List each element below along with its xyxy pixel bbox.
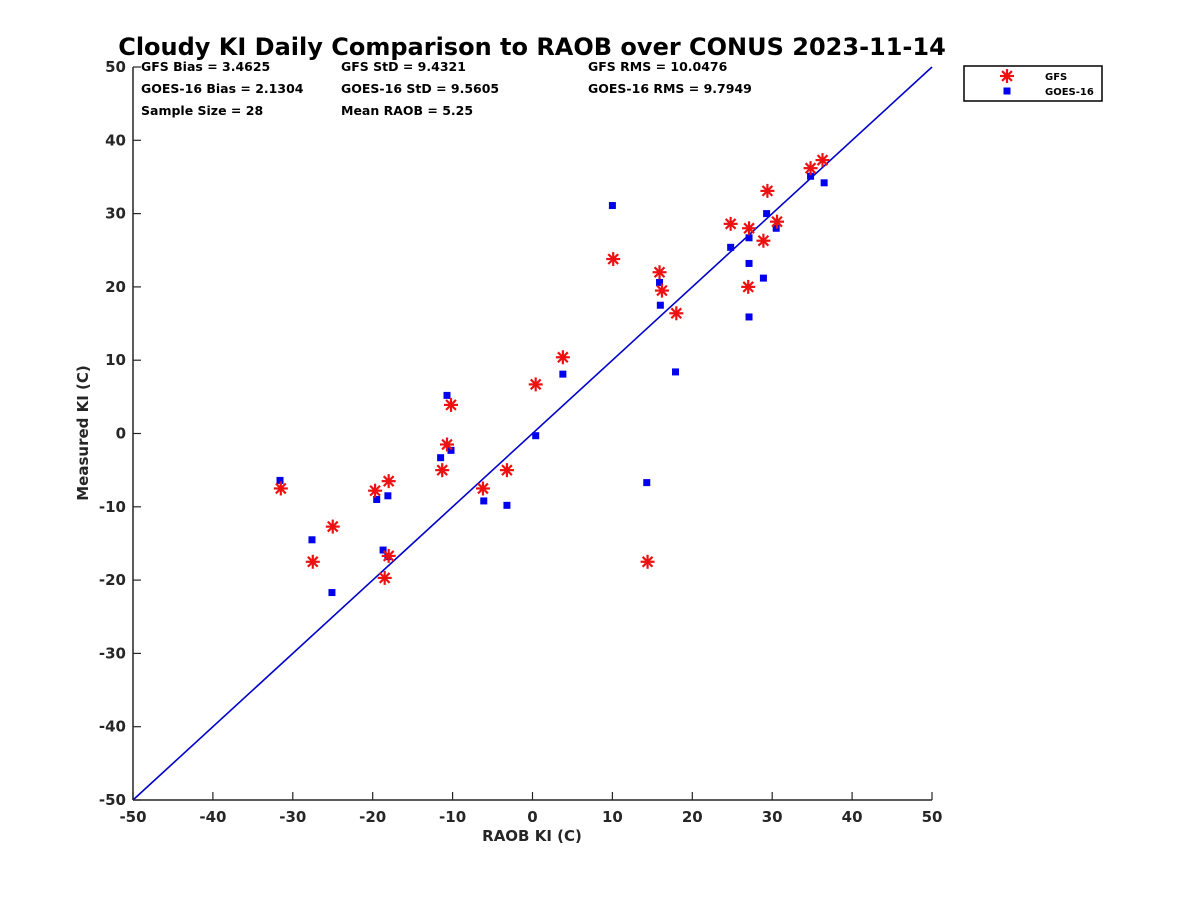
gfs-point	[769, 214, 784, 229]
y-tick-label: 30	[105, 205, 126, 223]
data-points-layer	[273, 153, 830, 597]
goes16-point	[480, 497, 488, 505]
goes16-point	[807, 172, 815, 180]
gfs-point	[528, 377, 543, 392]
y-tick-label: -10	[99, 498, 126, 516]
legend-label: GOES-16	[1045, 87, 1094, 98]
y-tick-label: 0	[116, 425, 126, 443]
goes16-point	[384, 492, 392, 500]
y-axis-ticks: -50 -40 -30 -20 -10 0 10 20 30 40 50	[99, 58, 141, 809]
gfs-point	[555, 350, 570, 365]
gfs-point	[475, 481, 490, 496]
x-axis-label: RAOB KI (C)	[482, 827, 582, 845]
y-tick-label: -40	[99, 718, 126, 736]
x-tick-label: -50	[119, 808, 146, 826]
y-tick-label: -20	[99, 571, 126, 589]
goes16-point	[532, 432, 540, 440]
goes16-point	[763, 210, 771, 218]
gfs-point	[325, 519, 340, 534]
stat-text: GOES-16 Bias = 2.1304	[141, 81, 304, 96]
goes16-point	[559, 370, 567, 378]
x-tick-label: 0	[527, 808, 537, 826]
chart-title: Cloudy KI Daily Comparison to RAOB over …	[118, 33, 946, 61]
goes16-point	[373, 495, 381, 503]
gfs-point	[606, 252, 621, 267]
goes16-point	[328, 589, 336, 597]
x-tick-label: 40	[842, 808, 863, 826]
goes16-point	[759, 274, 767, 282]
gfs-point	[669, 306, 684, 321]
goes16-point	[643, 479, 651, 487]
gfs-point	[381, 548, 396, 563]
x-tick-label: -40	[199, 808, 226, 826]
goes16-point	[308, 536, 316, 544]
gfs-point	[499, 463, 514, 478]
x-tick-label: 20	[682, 808, 703, 826]
goes16-point	[745, 234, 753, 242]
y-tick-label: 20	[105, 278, 126, 296]
x-tick-label: 10	[602, 808, 623, 826]
stat-text: Mean RAOB = 5.25	[341, 103, 473, 118]
legend-label: GFS	[1045, 72, 1067, 83]
x-tick-label: -10	[439, 808, 466, 826]
gfs-point	[305, 554, 320, 569]
gfs-point	[760, 183, 775, 198]
goes16-point	[437, 454, 445, 462]
goes16-point	[447, 446, 455, 454]
y-tick-label: 40	[105, 131, 126, 149]
y-axis-label: Measured KI (C)	[74, 365, 92, 501]
legend-entries: GFS GOES-16	[1000, 69, 1094, 98]
gfs-point	[742, 221, 757, 236]
y-tick-label: 50	[105, 58, 126, 76]
gfs-point	[381, 474, 396, 489]
gfs-point	[440, 437, 455, 452]
goes16-point	[672, 368, 680, 376]
goes16-point	[745, 313, 753, 321]
stat-text: GOES-16 RMS = 9.7949	[588, 81, 752, 96]
gfs-point	[741, 279, 756, 294]
gfs-point	[654, 283, 669, 298]
gfs-point	[815, 153, 830, 168]
goes16-point	[608, 202, 616, 210]
goes16-point	[276, 476, 284, 484]
gfs-point	[756, 233, 771, 248]
legend: GFS GOES-16	[963, 65, 1103, 102]
goes16-point	[727, 243, 735, 251]
gfs-point	[444, 397, 459, 412]
legend-box	[963, 65, 1103, 102]
stat-text: GFS Bias = 3.4625	[141, 59, 270, 74]
gfs-point	[273, 481, 288, 496]
gfs-point	[723, 216, 738, 231]
y-tick-label: -30	[99, 644, 126, 662]
goes16-point	[379, 546, 387, 554]
goes16-point	[503, 501, 511, 509]
stat-text: Sample Size = 28	[141, 103, 263, 118]
x-tick-label: 50	[922, 808, 943, 826]
y-tick-label: -50	[99, 791, 126, 809]
goes16-point	[443, 391, 451, 399]
x-tick-label: 30	[762, 808, 783, 826]
stat-text: GOES-16 StD = 9.5605	[341, 81, 499, 96]
goes16-point	[656, 279, 664, 287]
goes16-point	[656, 301, 664, 309]
gfs-point	[368, 483, 383, 498]
gfs-point	[652, 265, 667, 280]
goes16-point	[820, 179, 828, 187]
x-tick-label: -30	[279, 808, 306, 826]
legend-goes16-marker	[1003, 87, 1011, 95]
goes16-point	[745, 259, 753, 267]
legend-gfs-marker	[1000, 69, 1014, 83]
gfs-point	[377, 570, 392, 585]
gfs-point	[435, 463, 450, 478]
gfs-point	[803, 161, 818, 176]
stat-text: GFS RMS = 10.0476	[588, 59, 728, 74]
x-axis-ticks: -50 -40 -30 -20 -10 0 10 20 30 40 50	[119, 792, 942, 826]
y-tick-label: 10	[105, 351, 126, 369]
stats-text-block: GFS Bias = 3.4625 GFS StD = 9.4321 GFS RMS…	[141, 59, 752, 118]
stat-text: GFS StD = 9.4321	[341, 59, 466, 74]
gfs-point	[640, 554, 655, 569]
x-tick-label: -20	[359, 808, 386, 826]
